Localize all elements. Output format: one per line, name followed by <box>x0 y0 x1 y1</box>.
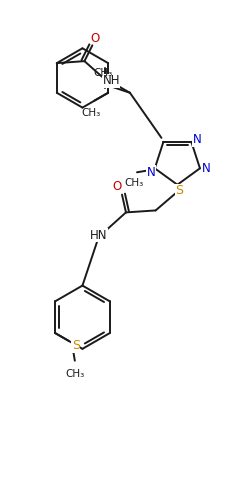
Text: N: N <box>201 162 210 175</box>
Text: O: O <box>91 32 100 45</box>
Text: HN: HN <box>89 229 107 242</box>
Text: CH₃: CH₃ <box>82 108 101 118</box>
Text: O: O <box>112 180 122 193</box>
Text: N: N <box>193 133 202 146</box>
Text: CH₃: CH₃ <box>94 68 113 78</box>
Text: CH₃: CH₃ <box>65 369 85 378</box>
Text: N: N <box>147 166 155 179</box>
Text: NH: NH <box>102 74 120 87</box>
Text: CH₃: CH₃ <box>124 178 144 188</box>
Text: S: S <box>72 339 80 352</box>
Text: S: S <box>175 184 183 197</box>
